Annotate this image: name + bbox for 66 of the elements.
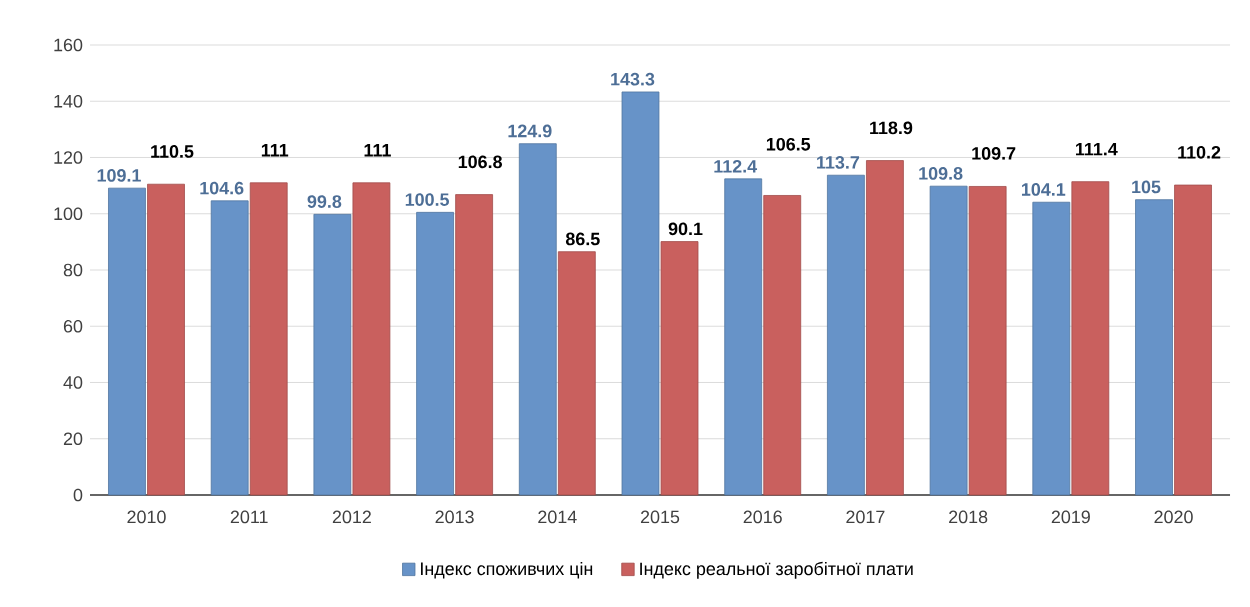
y-tick-label: 100 <box>54 207 83 221</box>
bar <box>724 178 763 496</box>
legend-label: Індекс споживчих цін <box>421 561 593 579</box>
data-label: 143.3 <box>611 72 655 86</box>
data-label: 106.8 <box>458 155 503 169</box>
bar <box>621 91 660 496</box>
data-label: 111.4 <box>1076 142 1118 156</box>
x-tick-label: 2016 <box>743 510 782 524</box>
data-label: 99.8 <box>307 195 342 208</box>
data-label: 109.7 <box>972 147 1016 160</box>
bar <box>1135 199 1173 496</box>
data-label: 118.9 <box>870 121 913 135</box>
x-tick-label: 2015 <box>640 510 680 524</box>
bar <box>352 182 391 496</box>
bar <box>1032 201 1071 496</box>
x-tick-label: 2014 <box>538 510 577 524</box>
data-label: 109.8 <box>919 167 963 180</box>
bar <box>929 185 968 496</box>
bar <box>518 143 557 496</box>
bar <box>210 200 249 496</box>
legend-label: Індекс реальної заробітної плати <box>640 561 913 579</box>
y-tick-label: 0 <box>73 488 83 502</box>
data-label: 113.7 <box>817 156 860 169</box>
y-tick-label: 20 <box>63 432 83 446</box>
x-tick-label: 2010 <box>127 510 166 524</box>
y-tick-label: 120 <box>54 151 83 164</box>
x-tick-label: 2018 <box>949 510 988 524</box>
x-tick-label: 2020 <box>1154 510 1193 524</box>
x-tick-label: 2017 <box>846 510 885 524</box>
bar <box>1174 184 1212 496</box>
bar <box>1071 181 1110 496</box>
bar <box>249 182 288 496</box>
bar <box>416 211 454 496</box>
data-label: 105 <box>1132 180 1161 194</box>
bar <box>968 186 1007 496</box>
y-tick-label: 40 <box>63 376 83 389</box>
data-label: 111 <box>364 144 391 157</box>
x-tick-label: 2011 <box>230 510 268 524</box>
y-tick-label: 140 <box>54 94 83 108</box>
bar <box>660 241 699 496</box>
x-tick-label: 2013 <box>435 510 474 524</box>
data-label: 86.5 <box>565 232 600 246</box>
data-label: 110.2 <box>1178 145 1221 159</box>
data-label: 106.5 <box>766 137 811 151</box>
y-tick-label: 80 <box>63 263 83 277</box>
y-tick-label: 60 <box>63 319 83 333</box>
bar <box>827 174 865 496</box>
data-label: 111 <box>261 144 289 157</box>
bar <box>147 183 185 496</box>
bar <box>763 195 802 496</box>
bar <box>313 213 352 496</box>
bar <box>455 194 493 496</box>
data-label: 112.4 <box>714 159 758 173</box>
y-tick-label: 160 <box>54 38 83 52</box>
data-label: 104.1 <box>1021 183 1066 196</box>
data-label: 124.9 <box>508 124 552 138</box>
data-label: 100.5 <box>405 193 450 206</box>
data-label: 110.5 <box>151 145 194 158</box>
data-label: 109.1 <box>97 169 141 182</box>
bar <box>557 251 596 496</box>
data-label: 104.6 <box>200 181 244 195</box>
x-tick-label: 2012 <box>332 510 371 524</box>
bar <box>866 160 904 496</box>
bar <box>108 187 146 496</box>
x-tick-label: 2019 <box>1051 510 1090 524</box>
data-label: 90.1 <box>668 222 703 236</box>
